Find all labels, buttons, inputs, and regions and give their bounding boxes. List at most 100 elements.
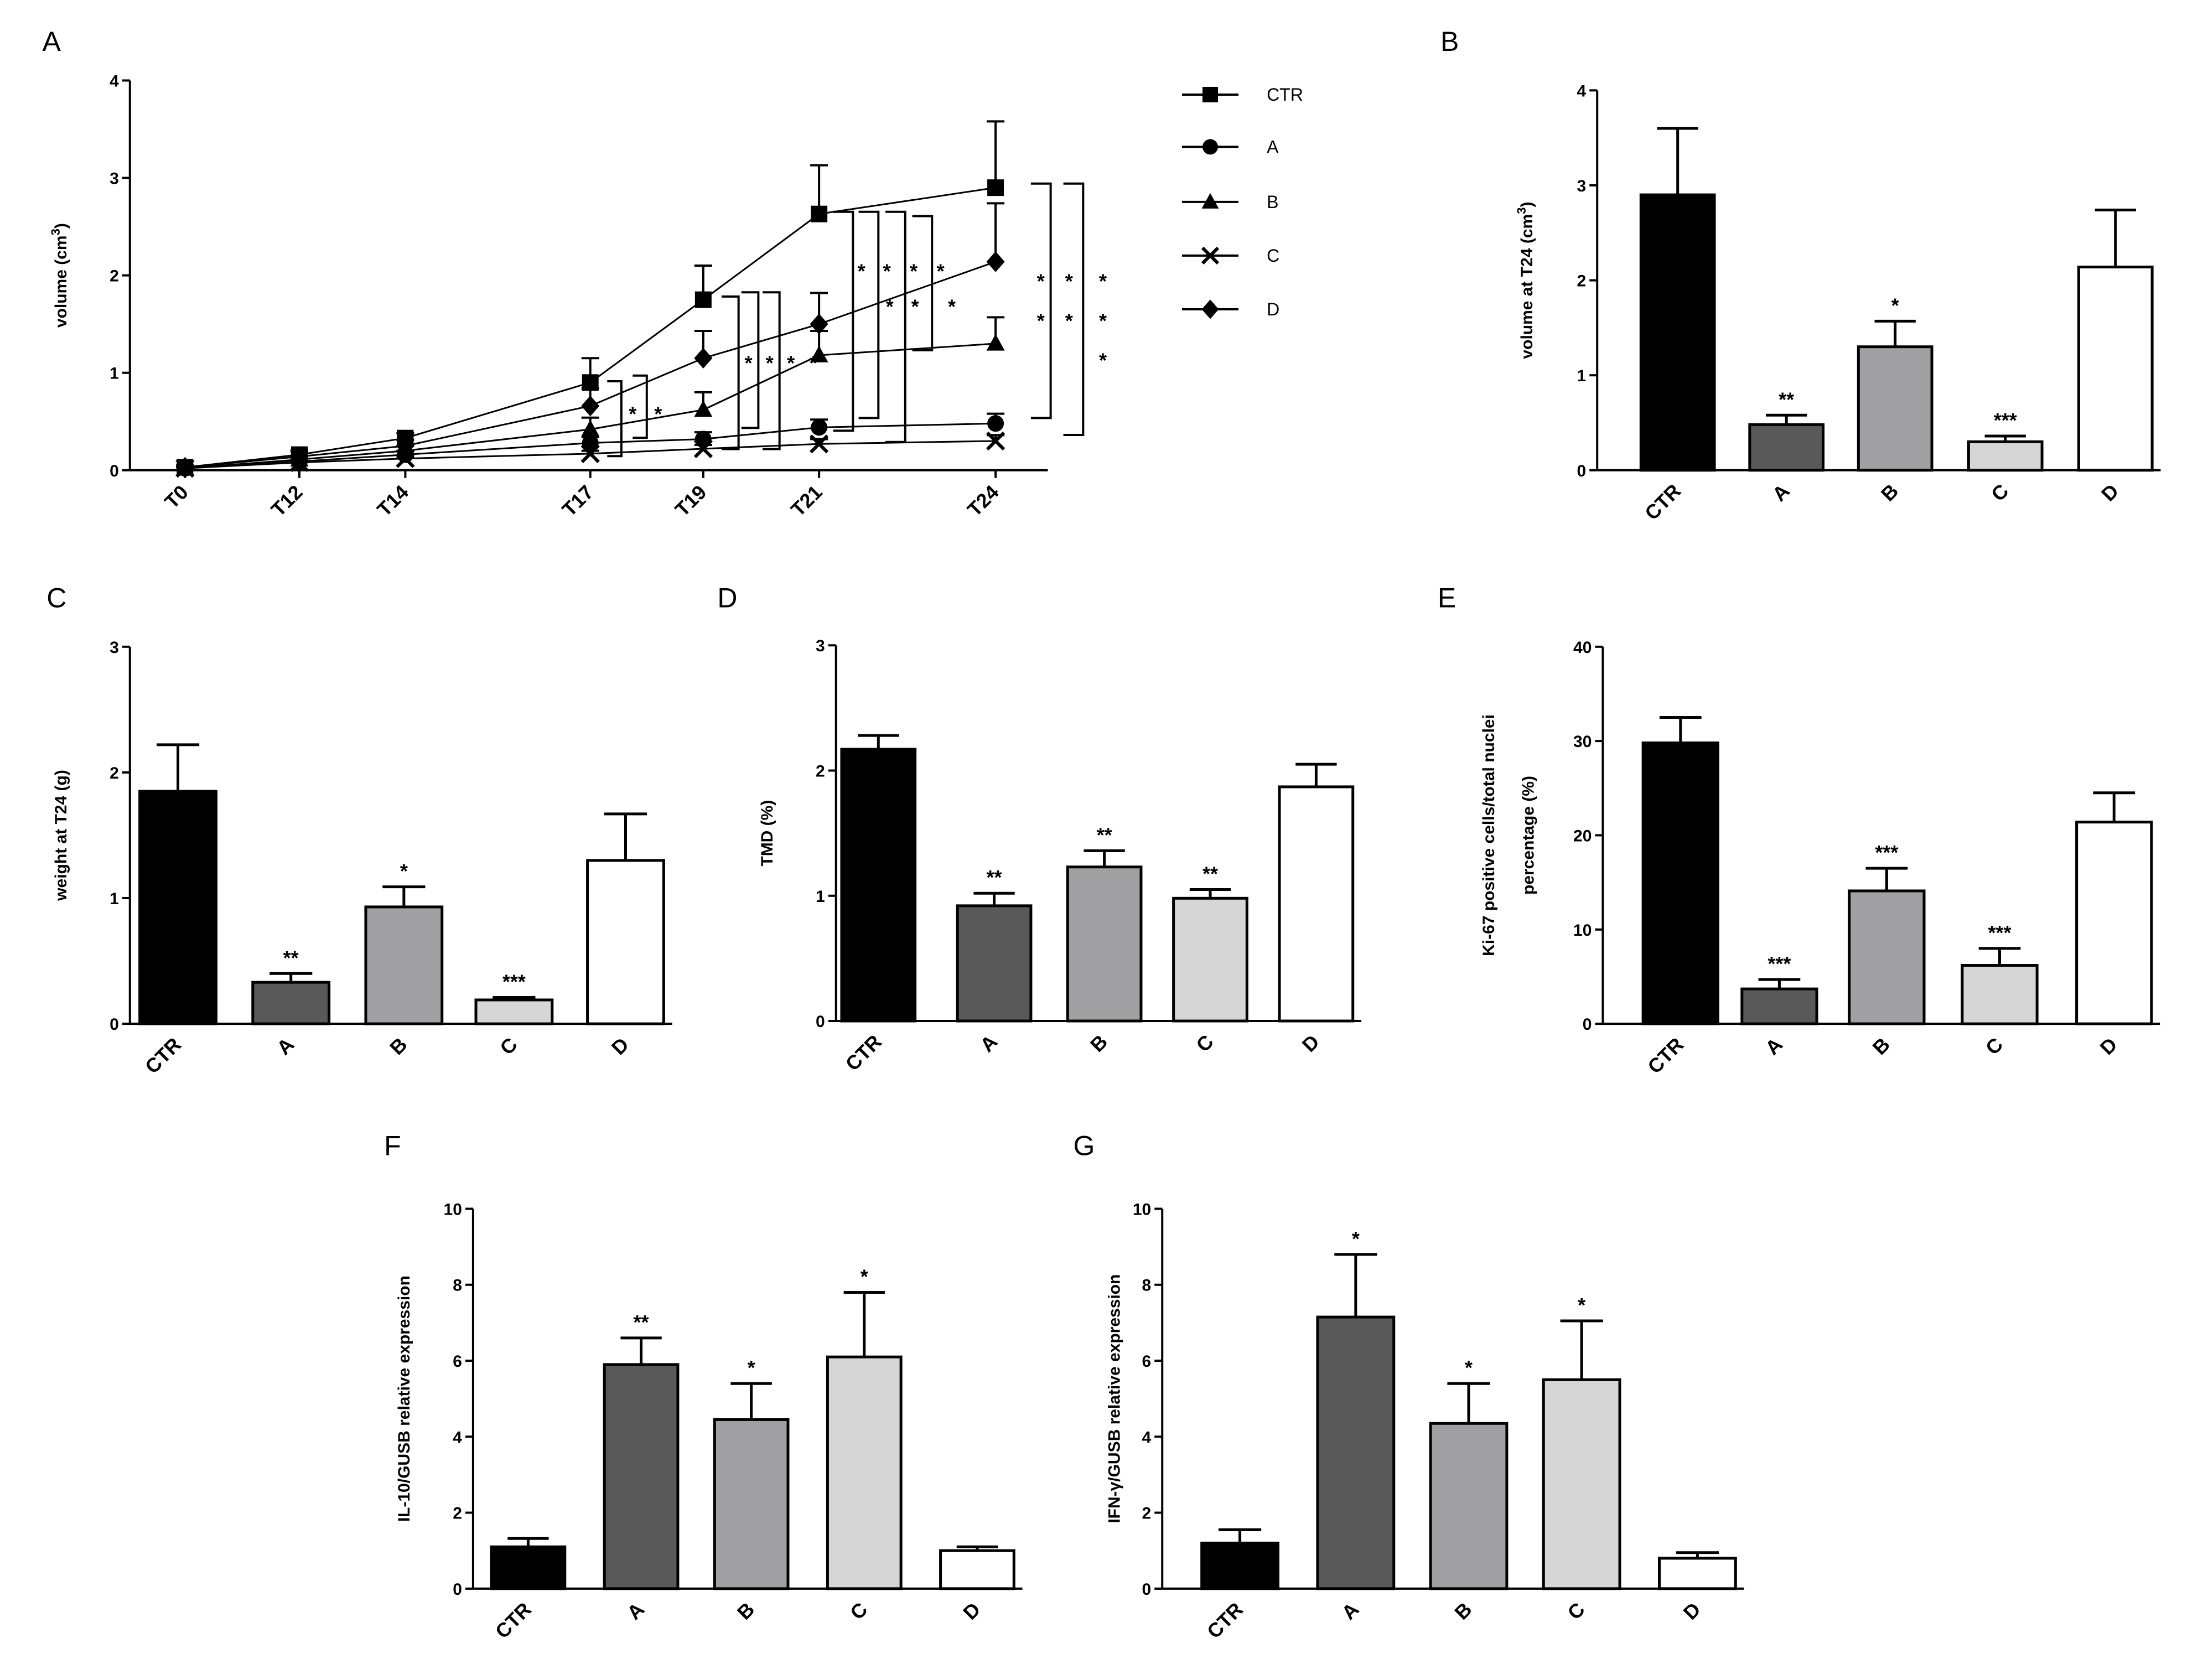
y-axis-title-sup: 3 <box>49 229 63 235</box>
y-tick-label: 3 <box>816 637 825 655</box>
panel-g: G 0 2 4 6 8 10 IFN-γ/GUSB relative expression CT… <box>1073 1130 1744 1643</box>
significance-label: ** <box>634 1311 649 1334</box>
y-tick-label: 0 <box>1577 462 1587 480</box>
y-axis-title: volume (cm3) <box>49 223 70 328</box>
significance-brackets: * ** * * ** * * ** * ** * ** * ** <box>607 182 1107 458</box>
data-point <box>175 457 194 478</box>
x-tick-label: A <box>976 1030 1002 1056</box>
y-tick-label: 30 <box>1573 733 1592 751</box>
bar-d <box>1658 1557 1737 1590</box>
series-d <box>175 202 1005 478</box>
y-axis-title: IL-10/GUSB relative expression <box>395 1275 413 1522</box>
x-tick-label: CTR <box>491 1598 536 1643</box>
bar-ctr <box>840 748 917 1023</box>
y-tick-label: 4 <box>1142 1428 1152 1446</box>
data-point <box>694 400 713 417</box>
x-tick-label: C <box>846 1598 872 1624</box>
x-tick-label: T19 <box>671 480 711 521</box>
panel-label: C <box>46 582 66 613</box>
bar-b <box>1857 345 1934 472</box>
bracket <box>741 291 760 429</box>
bar-ctr <box>138 790 217 1025</box>
y-axis-title: IFN-γ/GUSB relative expression <box>1106 1274 1124 1523</box>
significance-star: * <box>1099 309 1107 332</box>
data-point <box>811 205 828 222</box>
significance-label: ** <box>1097 823 1112 846</box>
significance-label: * <box>1352 1227 1360 1250</box>
data-point <box>694 348 713 369</box>
y-tick-label: 1 <box>816 888 825 906</box>
x-tick-label: B <box>385 1033 411 1059</box>
significance-label: ** <box>1779 388 1794 411</box>
significance-star: * <box>937 260 945 283</box>
legend-label: C <box>1267 246 1279 266</box>
y-axis-title-close: ) <box>52 223 70 229</box>
bar-c <box>1961 964 2039 1025</box>
data-point <box>987 179 1004 196</box>
significance-star: * <box>810 352 817 375</box>
y-tick-label: 4 <box>110 72 119 90</box>
significance-star: * <box>858 260 865 283</box>
y-axis-title-sup: 3 <box>1515 208 1528 214</box>
y-axis-title: Ki-67 positive cells/total nuclei <box>1480 714 1498 956</box>
significance-label: *** <box>1767 952 1791 975</box>
legend-label: B <box>1267 192 1278 212</box>
y-tick-label: 2 <box>1142 1505 1152 1523</box>
significance-star: * <box>654 402 662 425</box>
data-point <box>396 435 414 457</box>
bar-d <box>2075 821 2153 1025</box>
significance-label: *** <box>1988 921 2012 944</box>
x-tick-label: D <box>958 1598 984 1624</box>
x-tick-label: D <box>607 1033 633 1059</box>
significance-star: * <box>787 352 795 375</box>
y-tick-label: 0 <box>816 1013 825 1031</box>
x-tick-label: A <box>1337 1598 1363 1624</box>
y-axis-title-close: ) <box>1518 202 1536 208</box>
y-tick-label: 2 <box>110 764 119 782</box>
bar-c <box>1542 1378 1621 1590</box>
y-tick-label: 10 <box>1133 1200 1151 1218</box>
marker-stroke <box>693 439 713 459</box>
data-point <box>582 434 599 452</box>
significance-star: * <box>910 260 918 283</box>
bracket <box>633 374 648 439</box>
data-point <box>809 434 829 454</box>
bar-b <box>1848 889 1926 1025</box>
x-tick-label: CTR <box>141 1033 185 1078</box>
significance-star: * <box>883 260 891 283</box>
significance-star: * <box>745 352 753 375</box>
bracket <box>833 210 854 432</box>
bracket <box>1030 182 1052 419</box>
panel-label: A <box>43 26 61 57</box>
y-tick-label: 0 <box>110 462 119 480</box>
data-point <box>986 251 1005 272</box>
bar-d <box>586 859 665 1025</box>
x-tick-label: C <box>495 1033 521 1059</box>
x-tick-label: A <box>1761 1033 1787 1059</box>
marker-stroke <box>986 431 1005 451</box>
panel-e: E 0 10 20 30 40 Ki-67 positive cells/total nuc… <box>1438 582 2160 1078</box>
significance-star: * <box>1037 309 1045 332</box>
bar-a <box>251 981 331 1025</box>
bar-ctr <box>490 1545 567 1590</box>
bar-c <box>1172 896 1248 1023</box>
y-tick-label: 2 <box>816 762 825 780</box>
x-tick-label: D <box>1298 1030 1324 1056</box>
x-tick-label: C <box>1987 479 2013 505</box>
data-point <box>581 419 600 437</box>
data-point <box>580 444 600 463</box>
significance-label: * <box>861 1265 868 1288</box>
significance-label: * <box>1578 1294 1585 1316</box>
x-tick-label: T24 <box>963 480 1003 521</box>
x-tick-label: D <box>1679 1598 1705 1624</box>
y-axis-title-line2: percentage (%) <box>1519 776 1537 895</box>
y-tick-label: 0 <box>1583 1015 1592 1034</box>
legend-marker-c <box>1201 246 1220 265</box>
y-axis-title: volume at T24 (cm3) <box>1515 202 1536 359</box>
significance-label: *** <box>1994 409 2017 432</box>
bar-a <box>956 904 1033 1023</box>
bracket <box>858 210 880 419</box>
y-tick-label: 3 <box>110 639 119 657</box>
significance-label: * <box>1465 1356 1473 1379</box>
data-point <box>810 313 828 335</box>
